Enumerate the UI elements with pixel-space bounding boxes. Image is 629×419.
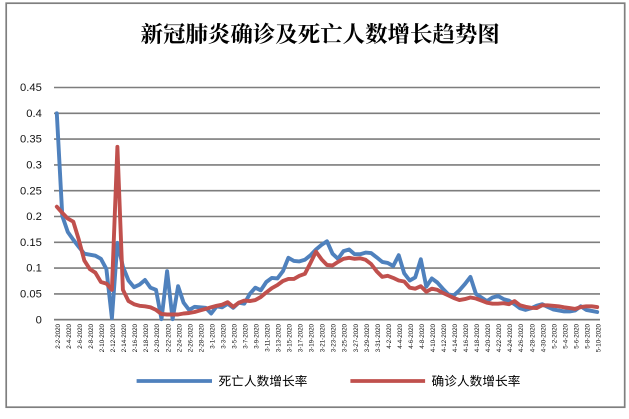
svg-text:5-6-2020: 5-6-2020 xyxy=(573,323,580,348)
svg-text:4-12-2020: 4-12-2020 xyxy=(441,323,448,352)
svg-text:2-14-2020: 2-14-2020 xyxy=(121,323,128,352)
svg-text:3-21-2020: 3-21-2020 xyxy=(320,323,327,352)
svg-text:2-10-2020: 2-10-2020 xyxy=(99,323,106,352)
svg-text:2-2-2020: 2-2-2020 xyxy=(55,323,62,348)
svg-text:4-14-2020: 4-14-2020 xyxy=(452,323,459,352)
svg-text:0: 0 xyxy=(36,314,42,326)
svg-text:4-16-2020: 4-16-2020 xyxy=(463,323,470,352)
svg-text:0.25: 0.25 xyxy=(20,185,42,197)
svg-text:4-10-2020: 4-10-2020 xyxy=(430,323,437,352)
svg-text:0.15: 0.15 xyxy=(20,237,42,249)
svg-text:4-24-2020: 4-24-2020 xyxy=(507,323,514,352)
svg-text:3-25-2020: 3-25-2020 xyxy=(342,323,349,352)
svg-text:2-26-2020: 2-26-2020 xyxy=(187,323,194,352)
svg-text:4-4-2020: 4-4-2020 xyxy=(397,323,404,348)
svg-text:4-28-2020: 4-28-2020 xyxy=(529,323,536,352)
svg-text:3-11-2020: 3-11-2020 xyxy=(265,323,272,351)
svg-text:2-16-2020: 2-16-2020 xyxy=(132,323,139,352)
svg-text:4-6-2020: 4-6-2020 xyxy=(408,323,415,348)
svg-text:3-31-2020: 3-31-2020 xyxy=(375,323,382,352)
svg-text:3-17-2020: 3-17-2020 xyxy=(298,323,305,352)
svg-text:4-26-2020: 4-26-2020 xyxy=(518,323,525,352)
svg-text:3-13-2020: 3-13-2020 xyxy=(276,323,283,352)
svg-text:0.3: 0.3 xyxy=(26,160,42,172)
svg-text:0.35: 0.35 xyxy=(20,134,42,146)
svg-text:0.2: 0.2 xyxy=(26,211,42,223)
svg-text:4-20-2020: 4-20-2020 xyxy=(485,323,492,352)
svg-text:2-24-2020: 2-24-2020 xyxy=(176,323,183,352)
svg-text:3-19-2020: 3-19-2020 xyxy=(309,323,316,352)
svg-text:4-18-2020: 4-18-2020 xyxy=(474,323,481,352)
svg-text:3-1-2020: 3-1-2020 xyxy=(209,323,216,348)
svg-text:3-27-2020: 3-27-2020 xyxy=(353,323,360,352)
svg-text:4-8-2020: 4-8-2020 xyxy=(419,323,426,348)
svg-text:0.4: 0.4 xyxy=(26,108,42,120)
svg-text:5-4-2020: 5-4-2020 xyxy=(562,323,569,348)
svg-text:3-29-2020: 3-29-2020 xyxy=(364,323,371,352)
svg-text:5-10-2020: 5-10-2020 xyxy=(595,323,602,352)
svg-text:0.45: 0.45 xyxy=(20,82,42,94)
svg-text:2-28-2020: 2-28-2020 xyxy=(198,323,205,352)
svg-text:2-8-2020: 2-8-2020 xyxy=(88,323,95,348)
svg-text:2-22-2020: 2-22-2020 xyxy=(165,323,172,352)
svg-text:3-23-2020: 3-23-2020 xyxy=(331,323,338,352)
svg-text:5-2-2020: 5-2-2020 xyxy=(551,323,558,348)
svg-text:3-9-2020: 3-9-2020 xyxy=(254,323,261,348)
svg-text:0.05: 0.05 xyxy=(20,289,42,301)
svg-text:2-12-2020: 2-12-2020 xyxy=(110,323,117,352)
svg-text:3-3-2020: 3-3-2020 xyxy=(220,323,227,348)
svg-text:4-22-2020: 4-22-2020 xyxy=(496,323,503,352)
svg-text:2-20-2020: 2-20-2020 xyxy=(154,323,161,352)
svg-text:3-7-2020: 3-7-2020 xyxy=(243,323,250,348)
svg-text:3-5-2020: 3-5-2020 xyxy=(231,323,238,348)
svg-text:2-4-2020: 2-4-2020 xyxy=(66,323,73,348)
svg-text:5-8-2020: 5-8-2020 xyxy=(584,323,591,348)
svg-text:4-30-2020: 4-30-2020 xyxy=(540,323,547,352)
svg-text:2-6-2020: 2-6-2020 xyxy=(77,323,84,348)
svg-text:3-15-2020: 3-15-2020 xyxy=(287,323,294,352)
svg-text:0.1: 0.1 xyxy=(26,263,42,275)
svg-text:4-2-2020: 4-2-2020 xyxy=(386,323,393,348)
svg-text:2-18-2020: 2-18-2020 xyxy=(143,323,150,352)
